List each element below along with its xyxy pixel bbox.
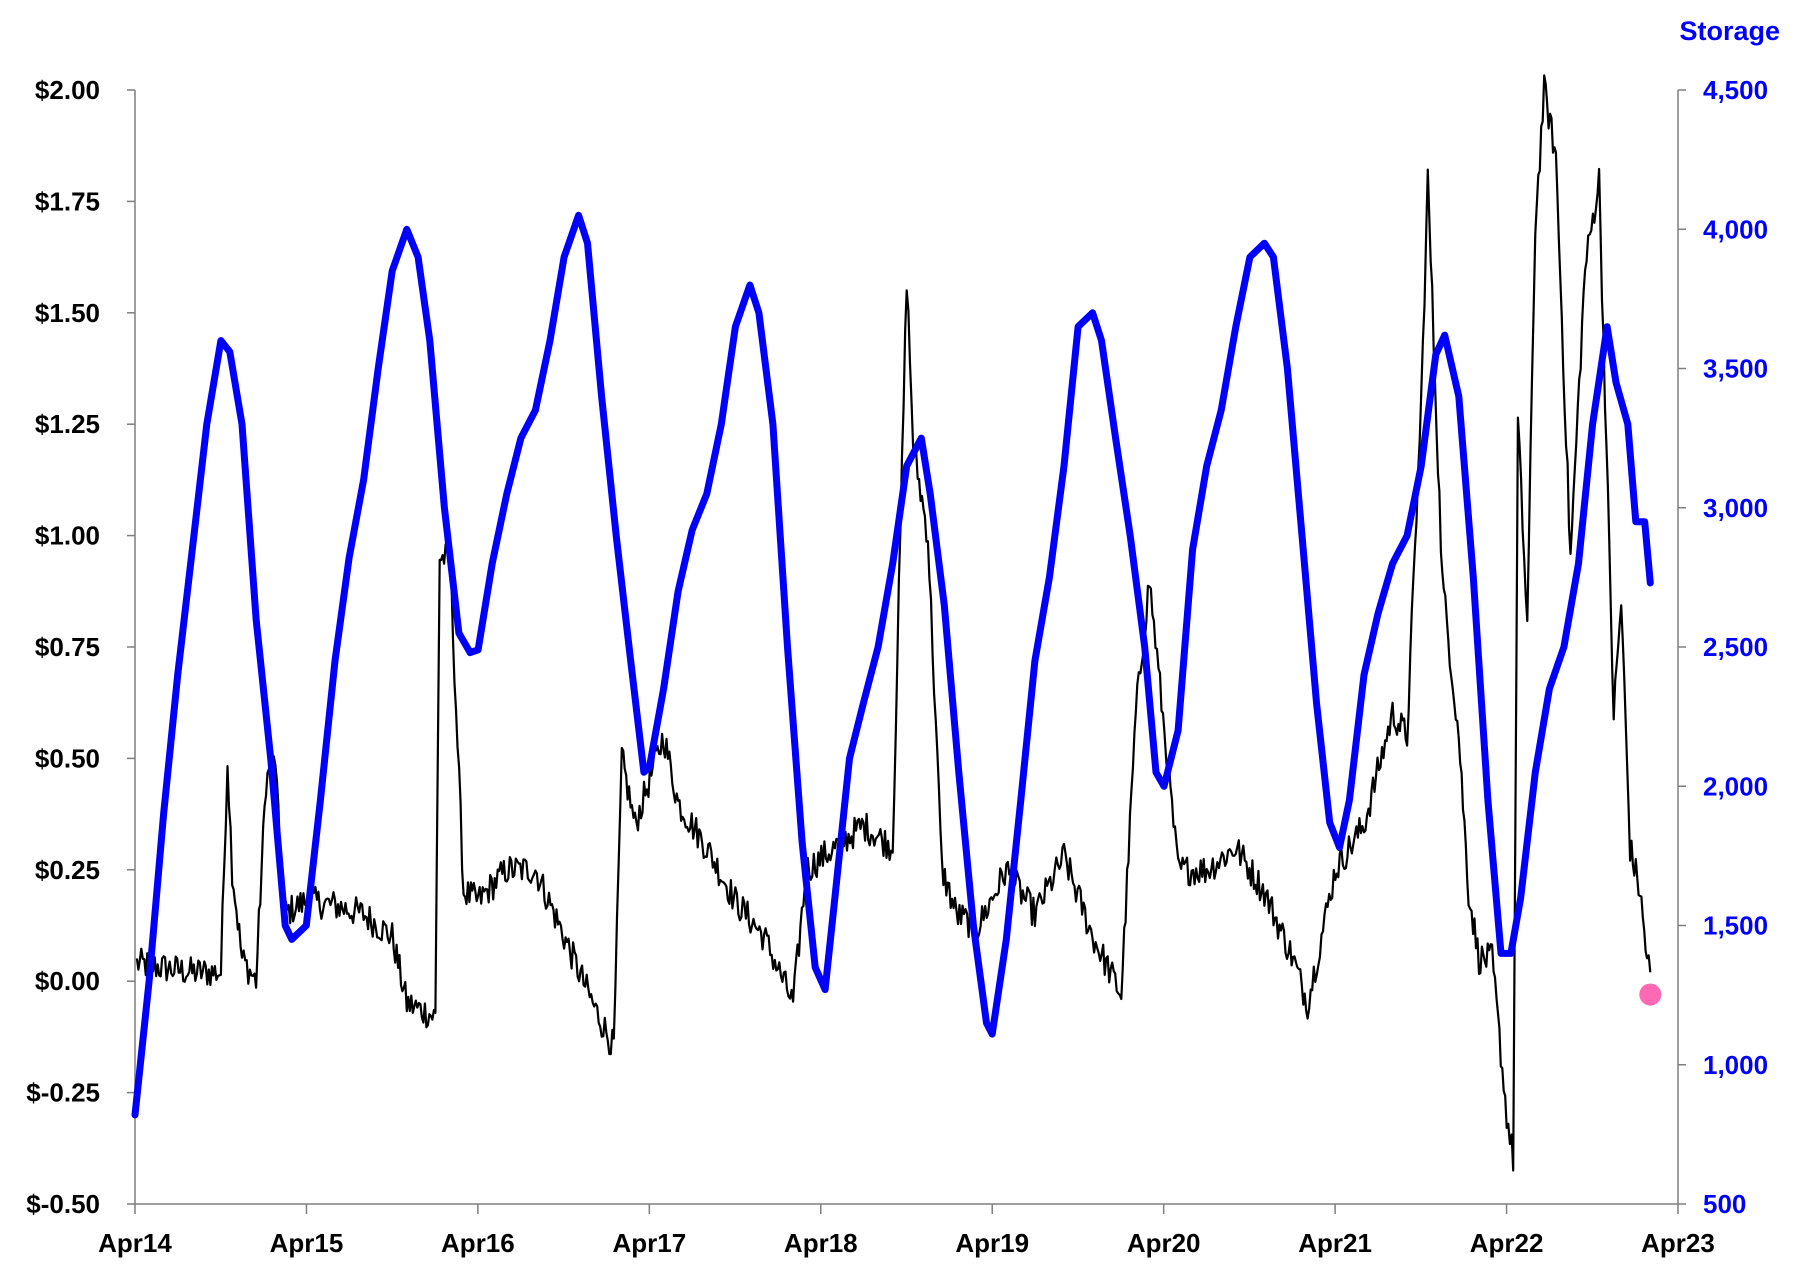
x-tick-label: Apr20	[1127, 1228, 1201, 1258]
right-axis-title: Storage	[1679, 16, 1780, 46]
left-tick-label: $0.50	[35, 743, 100, 773]
latest-price-marker	[1639, 983, 1662, 1006]
left-tick-label: $1.00	[35, 521, 100, 551]
x-tick-label: Apr14	[98, 1228, 172, 1258]
right-tick-label: 2,500	[1703, 632, 1768, 662]
left-tick-label: $2.00	[35, 75, 100, 105]
right-tick-label: 3,000	[1703, 493, 1768, 523]
left-tick-label: $0.00	[35, 966, 100, 996]
right-tick-label: 1,000	[1703, 1050, 1768, 1080]
x-tick-label: Apr15	[270, 1228, 344, 1258]
x-tick-label: Apr19	[955, 1228, 1029, 1258]
left-tick-label: $1.75	[35, 186, 100, 216]
right-tick-label: 4,500	[1703, 75, 1768, 105]
x-tick-label: Apr18	[784, 1228, 858, 1258]
right-tick-label: 3,500	[1703, 354, 1768, 384]
x-tick-label: Apr17	[612, 1228, 686, 1258]
x-tick-label: Apr22	[1470, 1228, 1544, 1258]
price-series-line	[135, 74, 1652, 1172]
series-layer	[131, 74, 1662, 1172]
left-tick-label: $-0.50	[26, 1189, 100, 1219]
right-tick-label: 500	[1703, 1189, 1746, 1219]
x-tick-label: Apr21	[1298, 1228, 1372, 1258]
left-tick-label: $0.25	[35, 855, 100, 885]
right-tick-label: 2,000	[1703, 771, 1768, 801]
left-tick-label: $1.50	[35, 298, 100, 328]
x-tick-label: Apr23	[1641, 1228, 1715, 1258]
x-tick-label: Apr16	[441, 1228, 515, 1258]
left-tick-label: $-0.25	[26, 1078, 100, 1108]
axes: $-0.50 $-0.25 $0.00 $0.25 $0.50 $0.75 $1.00 $1.…	[26, 75, 1768, 1258]
right-tick-label: 1,500	[1703, 911, 1768, 941]
right-tick-label: 4,000	[1703, 214, 1768, 244]
storage-series-line	[131, 211, 1654, 1119]
left-tick-label: $1.25	[35, 409, 100, 439]
left-tick-label: $0.75	[35, 632, 100, 662]
